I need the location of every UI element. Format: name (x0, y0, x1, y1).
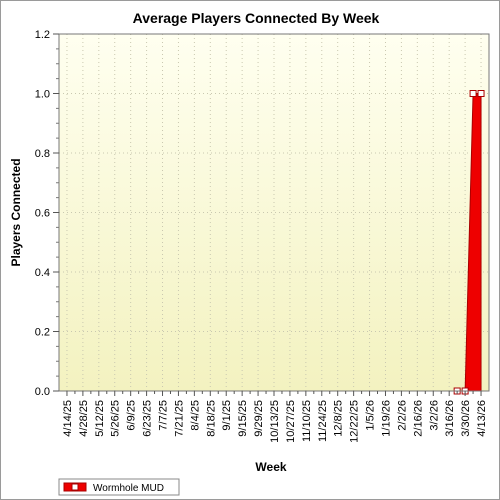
y-tick-label: 0.8 (35, 148, 50, 160)
y-tick-label: 1.2 (35, 29, 50, 41)
x-tick-label: 4/14/25 (62, 400, 74, 437)
y-tick-label: 1.0 (35, 89, 50, 101)
x-tick-label: 6/9/25 (126, 400, 138, 431)
x-tick-label: 11/24/25 (317, 400, 329, 442)
plot-area (59, 34, 489, 391)
x-tick-label: 3/16/26 (444, 400, 456, 437)
x-tick-label: 1/5/26 (365, 400, 377, 431)
y-tick-label: 0.2 (35, 327, 50, 339)
x-tick-label: 10/13/25 (269, 400, 281, 443)
x-tick-label: 12/8/25 (333, 400, 345, 437)
data-point-marker (477, 90, 485, 97)
x-tick-label: 7/7/25 (158, 400, 170, 431)
x-axis-label: Week (255, 460, 286, 474)
legend-box (58, 478, 180, 496)
x-tick-label: 8/18/25 (205, 400, 217, 437)
data-point-marker (469, 90, 477, 97)
legend-marker (71, 483, 79, 491)
x-tick-label: 5/12/25 (94, 400, 106, 437)
x-axis: 4/14/25 4/28/25 5/12/25 5/26/25 6/9/25 6/23/2… (62, 391, 488, 443)
y-tick-label: 0.6 (35, 208, 50, 220)
x-tick-label: 1/19/26 (380, 400, 392, 437)
legend-label: Wormhole MUD (93, 483, 164, 494)
legend: Wormhole MUD (58, 478, 180, 496)
x-tick-label: 12/22/25 (349, 400, 361, 443)
x-tick-label: 6/23/25 (142, 400, 154, 437)
x-tick-label: 9/1/25 (221, 400, 233, 431)
x-tick-label: 9/29/25 (253, 400, 265, 437)
x-tick-label: 2/16/26 (412, 400, 424, 437)
x-tick-label: 4/13/26 (476, 400, 488, 437)
x-tick-label: 5/26/25 (110, 400, 122, 437)
x-tick-label: 8/4/25 (189, 400, 201, 431)
y-tick-label: 0.0 (35, 386, 50, 398)
x-tick-label: 9/15/25 (237, 400, 249, 437)
x-tick-label: 10/27/25 (285, 400, 297, 443)
y-axis: 0.0 0.2 0.4 0.6 0.8 1.0 1.2 (35, 29, 59, 398)
x-tick-label: 4/28/25 (78, 400, 90, 437)
x-tick-label: 2/2/26 (396, 400, 408, 431)
x-tick-label: 7/21/25 (173, 400, 185, 437)
x-tick-label: 3/2/26 (428, 400, 440, 431)
y-axis-label: Players Connected (9, 158, 23, 266)
chart-title: Average Players Connected By Week (133, 10, 380, 26)
x-tick-label: 11/10/25 (301, 400, 313, 442)
x-tick-label: 3/30/26 (460, 400, 472, 437)
y-tick-label: 0.4 (35, 267, 50, 279)
